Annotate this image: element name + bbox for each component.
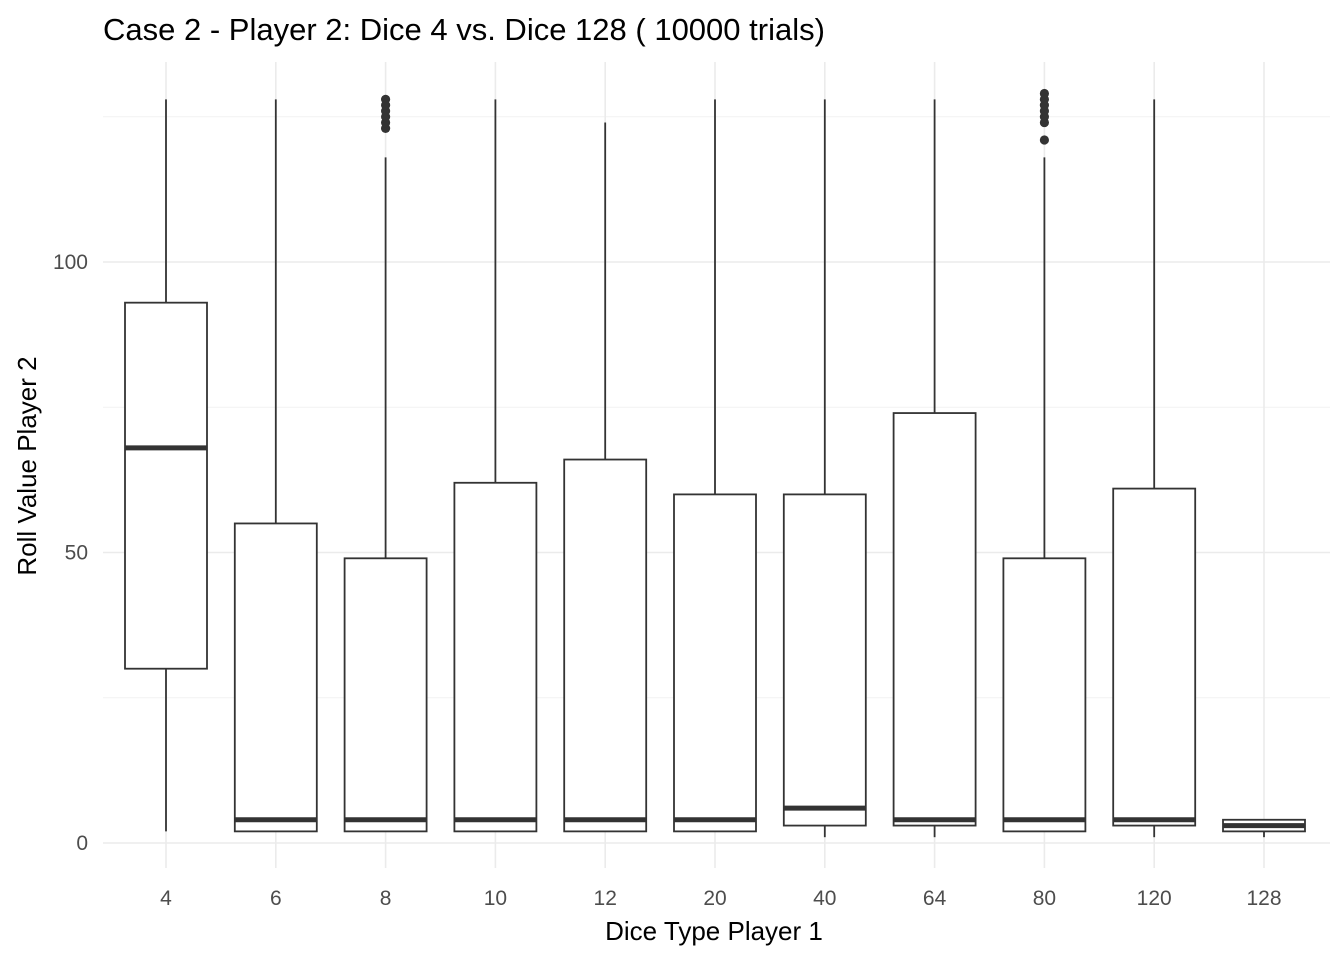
box-group (453, 99, 538, 833)
box-iqr (673, 493, 757, 833)
box-group (233, 99, 318, 833)
outlier-point (381, 94, 391, 104)
box-iqr (453, 481, 538, 833)
y-tick-label: 50 (65, 542, 88, 565)
x-tick-label: 64 (923, 887, 947, 910)
box-iqr (1002, 557, 1087, 833)
box-iqr (124, 301, 208, 670)
y-tick-label: 0 (76, 832, 88, 855)
chart-title: Case 2 - Player 2: Dice 4 vs. Dice 128 (… (103, 12, 825, 47)
box-group (124, 99, 208, 832)
x-tick-label: 8 (380, 887, 392, 910)
x-tick-label: 6 (270, 887, 282, 910)
box-group (563, 122, 648, 833)
box-iqr (782, 493, 867, 827)
box-group (892, 99, 977, 838)
box-group (782, 99, 867, 838)
x-tick-label: 4 (160, 887, 172, 910)
x-tick-label: 128 (1246, 887, 1281, 910)
box-iqr (563, 458, 648, 833)
x-tick-label: 120 (1137, 887, 1172, 910)
box-iqr (233, 522, 318, 833)
x-tick-label: 40 (813, 887, 836, 910)
x-axis-ticks: 4 6 8 10 12 20 40 64 80 120 128 (160, 887, 1281, 910)
x-tick-label: 80 (1033, 887, 1056, 910)
box-iqr (1112, 487, 1197, 827)
box-group (1002, 88, 1087, 833)
outlier-point (1039, 88, 1049, 99)
box-iqr (343, 557, 428, 833)
y-axis-ticks: 0 50 100 (53, 251, 88, 855)
box-series (124, 88, 1306, 838)
x-tick-label: 20 (703, 887, 726, 910)
box-group (1222, 818, 1306, 838)
box-iqr (892, 412, 977, 827)
box-group (1112, 99, 1197, 838)
x-tick-label: 12 (594, 887, 617, 910)
outlier-point (1039, 135, 1049, 145)
box-group (343, 94, 428, 833)
x-axis-title: Dice Type Player 1 (605, 916, 823, 946)
box-group (673, 99, 757, 833)
y-axis-title: Roll Value Player 2 (12, 356, 42, 575)
x-tick-label: 10 (484, 887, 507, 910)
y-tick-label: 100 (53, 251, 88, 274)
